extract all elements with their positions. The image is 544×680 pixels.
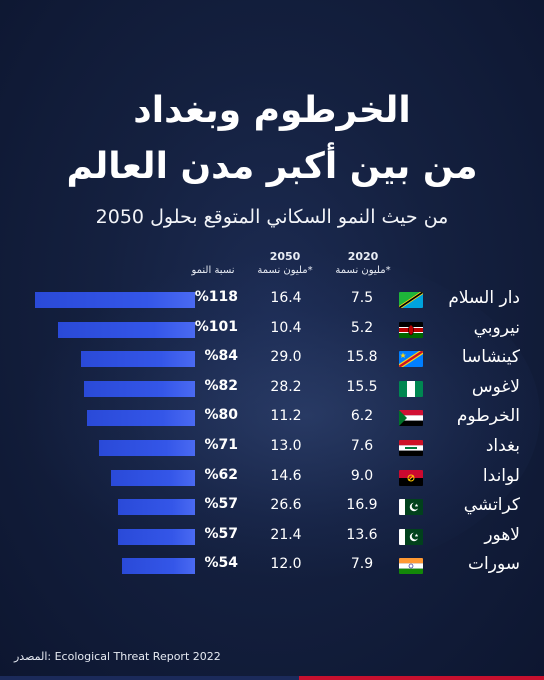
chart-row: %80 11.2 6.2 الخرطوم <box>0 406 544 430</box>
value-2050: 10.4 <box>270 319 302 336</box>
dr-congo-flag-icon <box>399 351 423 368</box>
chart-row: %101 10.4 5.2 نيروبي <box>0 318 544 342</box>
growth-label: %84 <box>204 348 238 365</box>
header-2020-year: 2020 <box>347 250 379 263</box>
city-label: لاغوس <box>471 376 520 397</box>
header-2050: 2050 *مليون نسمة <box>255 250 315 278</box>
title-line-2: من بين أكبر مدن العالم <box>66 146 478 187</box>
chart-row: %82 28.2 15.5 لاغوس <box>0 377 544 401</box>
chart-row: %118 16.4 7.5 دار السلام <box>0 288 544 312</box>
growth-label: %57 <box>204 525 238 542</box>
growth-label: %118 <box>194 289 238 305</box>
growth-label: %80 <box>204 407 238 424</box>
value-2020: 5.2 <box>350 319 374 336</box>
value-2020: 7.9 <box>350 556 374 573</box>
source-note: المصدر: Ecological Threat Report 2022 <box>14 650 221 663</box>
city-label: كينشاسا <box>461 347 520 368</box>
growth-bar <box>86 410 195 427</box>
value-2020: 7.5 <box>350 290 374 306</box>
value-2020: 15.5 <box>346 378 378 395</box>
value-2020: 6.2 <box>350 408 374 425</box>
chart-row: %71 13.0 7.6 بغداد <box>0 436 544 460</box>
city-label: لاهور <box>484 524 520 545</box>
city-label: سورات <box>468 554 520 575</box>
sudan-flag-icon <box>399 410 423 427</box>
city-label: بغداد <box>485 436 520 456</box>
chart-row: %84 29.0 15.8 كينشاسا <box>0 347 544 371</box>
growth-bar <box>58 321 195 338</box>
growth-label: %82 <box>204 377 238 394</box>
growth-label: %101 <box>194 318 238 335</box>
city-label: لواندا <box>482 465 520 486</box>
city-label: دار السلام <box>448 288 520 308</box>
growth-bar <box>35 292 195 308</box>
value-2020: 13.6 <box>346 526 378 543</box>
value-2050: 16.4 <box>270 290 302 306</box>
growth-label: %57 <box>204 496 238 513</box>
city-label: نيروبي <box>473 317 520 338</box>
subtitle: من حيث النمو السكاني المتوقع بحلول 2050 <box>95 206 449 228</box>
header-2020: 2020 *مليون نسمة <box>333 250 393 278</box>
header-2050-year: 2050 <box>269 250 301 263</box>
pakistan-flag-icon <box>399 499 423 516</box>
value-2050: 12.0 <box>270 556 302 573</box>
growth-bar <box>117 499 195 516</box>
value-2020: 7.6 <box>350 438 374 454</box>
chart-row: %54 12.0 7.9 سورات <box>0 554 544 578</box>
value-2050: 29.0 <box>270 349 302 366</box>
growth-bar <box>110 469 195 486</box>
growth-label: %71 <box>204 437 238 453</box>
iraq-flag-icon <box>399 440 423 456</box>
growth-bar <box>121 558 195 575</box>
growth-bar <box>81 351 195 368</box>
growth-bar <box>98 440 195 456</box>
india-flag-icon <box>399 558 423 575</box>
city-label: الخرطوم <box>456 406 520 427</box>
title-line-1: الخرطوم وبغداد <box>133 90 411 131</box>
value-2050: 11.2 <box>270 408 302 425</box>
value-2050: 14.6 <box>270 467 302 484</box>
tanzania-flag-icon <box>399 292 423 308</box>
growth-bar <box>117 528 195 545</box>
value-2050: 13.0 <box>270 438 302 454</box>
header-growth: نسبة النمو <box>191 265 235 276</box>
angola-flag-icon <box>399 469 423 486</box>
chart-row: %62 14.6 9.0 لواندا <box>0 466 544 490</box>
growth-label: %62 <box>204 466 238 483</box>
nigeria-flag-icon <box>399 380 423 397</box>
growth-label: %54 <box>204 555 238 572</box>
value-2050: 26.6 <box>270 497 302 514</box>
footer-stripe <box>0 676 544 680</box>
header-2020-unit: *مليون نسمة <box>335 265 391 276</box>
value-2050: 28.2 <box>270 378 302 395</box>
city-label: كراتشي <box>463 495 520 516</box>
value-2020: 9.0 <box>350 467 374 484</box>
value-2020: 16.9 <box>346 497 378 514</box>
kenya-flag-icon <box>399 321 423 338</box>
growth-bar <box>83 380 195 397</box>
header-2050-unit: *مليون نسمة <box>257 265 313 276</box>
pakistan-flag-icon <box>399 528 423 545</box>
chart-row: %57 21.4 13.6 لاهور <box>0 525 544 549</box>
chart-row: %57 26.6 16.9 كراتشي <box>0 495 544 519</box>
value-2050: 21.4 <box>270 526 302 543</box>
value-2020: 15.8 <box>346 349 378 366</box>
